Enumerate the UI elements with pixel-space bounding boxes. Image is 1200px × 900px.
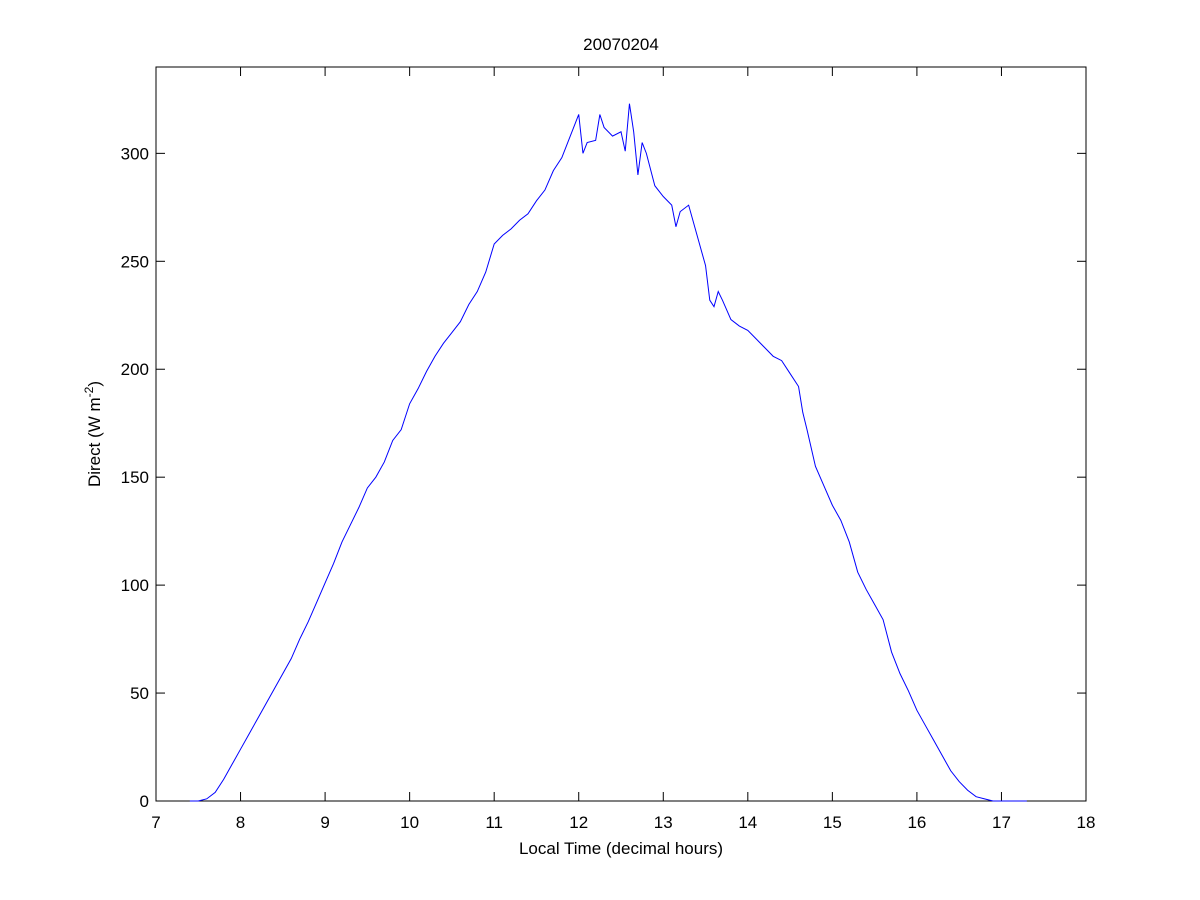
y-axis-label-end: ) (85, 381, 104, 387)
x-tick-label: 13 (654, 813, 673, 832)
x-tick-label: 9 (320, 813, 329, 832)
y-axis-label-superscript: -2 (82, 386, 96, 397)
x-tick-label: 8 (236, 813, 245, 832)
y-tick-label: 50 (130, 684, 149, 703)
y-tick-label: 250 (121, 252, 149, 271)
plot-frame (155, 66, 1087, 802)
x-tick-label: 10 (400, 813, 419, 832)
x-tick-label: 12 (569, 813, 588, 832)
y-axis-label-main: Direct (W m (85, 397, 104, 487)
y-tick-label: 0 (140, 792, 149, 811)
chart-title: 20070204 (583, 35, 659, 54)
y-tick-label: 200 (121, 360, 149, 379)
y-tick-label: 300 (121, 144, 149, 163)
y-axis-label: Direct (W m-2) (82, 381, 104, 487)
x-tick-label: 14 (738, 813, 757, 832)
x-tick-label: 16 (907, 813, 926, 832)
data-line (189, 103, 1027, 802)
x-tick-label: 7 (151, 813, 160, 832)
y-tick-label: 100 (121, 576, 149, 595)
x-tick-label: 11 (485, 813, 503, 832)
x-tick-label: 18 (1077, 813, 1096, 832)
x-tick-label: 17 (992, 813, 1011, 832)
x-tick-label: 15 (823, 813, 842, 832)
y-tick-label: 150 (121, 468, 149, 487)
x-axis-label: Local Time (decimal hours) (519, 839, 723, 858)
